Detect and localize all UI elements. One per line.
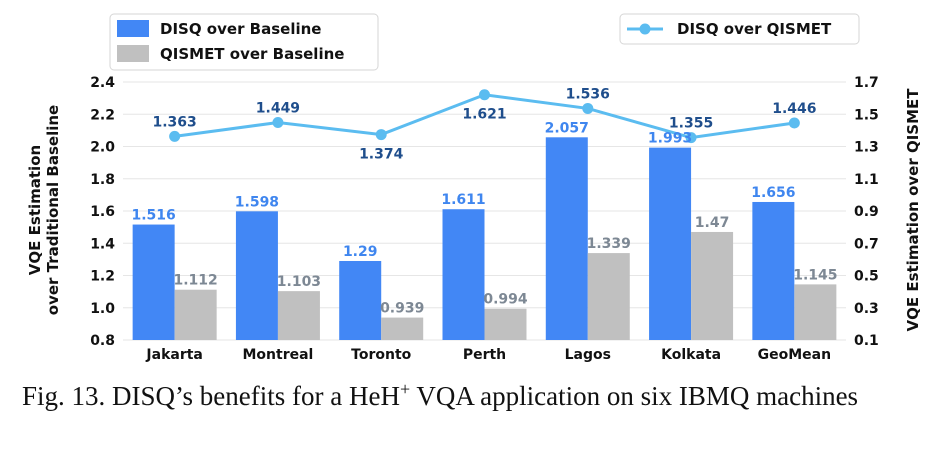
line-point: [685, 132, 697, 144]
bars-group: [132, 137, 837, 340]
y-right-tick-label: 1.7: [854, 75, 879, 91]
legend-label-disq-over-qismet: DISQ over QISMET: [677, 20, 832, 38]
data-label-line: 1.446: [772, 101, 816, 117]
data-label-qismet: 1.145: [793, 267, 837, 283]
y-left-tick-label: 1.8: [90, 172, 115, 188]
bar-qismet: [587, 253, 630, 340]
x-tick-label: Montreal: [242, 347, 313, 363]
data-label-disq: 2.057: [545, 120, 589, 136]
line-point: [788, 117, 800, 129]
line-series-group: [169, 89, 800, 144]
y-left-tick-label: 1.2: [90, 269, 115, 285]
data-label-disq: 1.611: [441, 192, 485, 208]
x-tick-label: Lagos: [565, 347, 611, 363]
y-left-tick-label: 1.4: [90, 236, 115, 252]
data-label-qismet: 1.103: [277, 274, 321, 290]
y-axis-left-label-line1: VQE Estimation: [26, 145, 44, 275]
legend-swatch-qismet-bar: [117, 45, 149, 62]
line-point: [479, 89, 490, 101]
data-label-qismet: 0.939: [380, 301, 424, 317]
bar-disq: [649, 147, 692, 340]
bar-disq: [235, 211, 278, 340]
combo-chart: 1.516 1.112 1.598 1.103 1.29 0.939 1.611 0.994 2…: [26, 13, 922, 363]
y-left-tick-label: 1.6: [90, 204, 115, 220]
legend-label-qismet-bar: QISMET over Baseline: [160, 45, 344, 63]
data-label-line: 1.374: [359, 147, 404, 163]
x-tick-label: Perth: [463, 347, 506, 363]
data-label-line: 1.536: [566, 86, 610, 102]
bar-qismet: [691, 231, 734, 340]
bar-qismet: [381, 317, 424, 340]
x-tick-label: Jakarta: [145, 347, 202, 363]
data-label-disq: 1.598: [235, 194, 279, 210]
data-label-disq: 1.516: [131, 208, 175, 224]
x-tick-label: GeoMean: [758, 347, 831, 363]
data-label-line: 1.621: [462, 107, 506, 123]
bar-qismet: [794, 284, 837, 340]
caption-prefix: Fig. 13. DISQ’s benefits for a HeH: [22, 381, 400, 411]
y-right-tick-label: 1.3: [854, 140, 879, 156]
data-label-disq: 1.29: [343, 244, 378, 260]
data-label-qismet: 1.339: [587, 236, 631, 252]
y-left-tick-label: 2.0: [90, 140, 115, 156]
y-right-tick-label: 0.3: [854, 301, 879, 317]
line-point: [582, 102, 594, 114]
legend-line-marker: [639, 23, 651, 35]
x-tick-label: Kolkata: [661, 347, 721, 363]
y-left-tick-label: 1.0: [90, 301, 115, 317]
legend-swatch-disq-bar: [117, 20, 149, 37]
bar-qismet: [277, 291, 320, 340]
data-label-qismet: 0.994: [483, 292, 528, 308]
tick-labels-group: 0.8 1.0 1.2 1.4 1.6 1.8 2.0 2.2 2.4 0.1 0.3 0.5 0.7 0…: [90, 75, 879, 363]
data-label-disq: 1.656: [751, 185, 795, 201]
line-point: [272, 116, 284, 128]
bar-disq: [339, 260, 382, 340]
bar-disq: [752, 201, 795, 340]
x-tick-label: Toronto: [351, 347, 411, 363]
y-right-tick-label: 1.1: [854, 172, 879, 188]
y-axis-right-label: VQE Estimation over QISMET: [904, 88, 922, 332]
bar-qismet: [484, 308, 527, 340]
data-label-qismet: 1.112: [173, 273, 217, 289]
line-point: [169, 130, 181, 142]
data-label-line: 1.363: [152, 114, 196, 130]
y-right-tick-label: 0.7: [854, 236, 879, 252]
line-point: [375, 129, 387, 141]
y-axis-left-label-line2: over Traditional Baseline: [44, 105, 62, 315]
data-label-disq: 1.993: [648, 131, 692, 147]
y-right-tick-label: 1.5: [854, 107, 879, 123]
bar-disq: [132, 224, 175, 340]
bar-disq: [442, 209, 485, 340]
y-left-tick-label: 0.8: [90, 333, 115, 349]
legend-left: DISQ over Baseline QISMET over Baseline: [109, 13, 379, 71]
legend-label-disq-bar: DISQ over Baseline: [160, 20, 321, 38]
y-left-tick-label: 2.4: [90, 75, 115, 91]
data-label-qismet: 1.47: [695, 215, 730, 231]
y-right-tick-label: 0.9: [854, 204, 879, 220]
caption-suffix: VQA application on six IBMQ machines: [410, 381, 859, 411]
caption-superscript: +: [399, 379, 411, 399]
y-right-tick-label: 0.1: [854, 333, 879, 349]
y-left-tick-label: 2.2: [90, 107, 115, 123]
y-right-tick-label: 0.5: [854, 269, 879, 285]
figure-caption: Fig. 13. DISQ’s benefits for a HeH+ VQA …: [22, 379, 937, 415]
data-label-line: 1.355: [669, 116, 713, 132]
data-label-line: 1.449: [256, 100, 300, 116]
legend-right: DISQ over QISMET: [619, 13, 860, 45]
data-labels-group: 1.516 1.112 1.598 1.103 1.29 0.939 1.611 0.994 2…: [131, 86, 837, 316]
bar-disq: [545, 137, 588, 340]
bar-qismet: [174, 289, 217, 340]
